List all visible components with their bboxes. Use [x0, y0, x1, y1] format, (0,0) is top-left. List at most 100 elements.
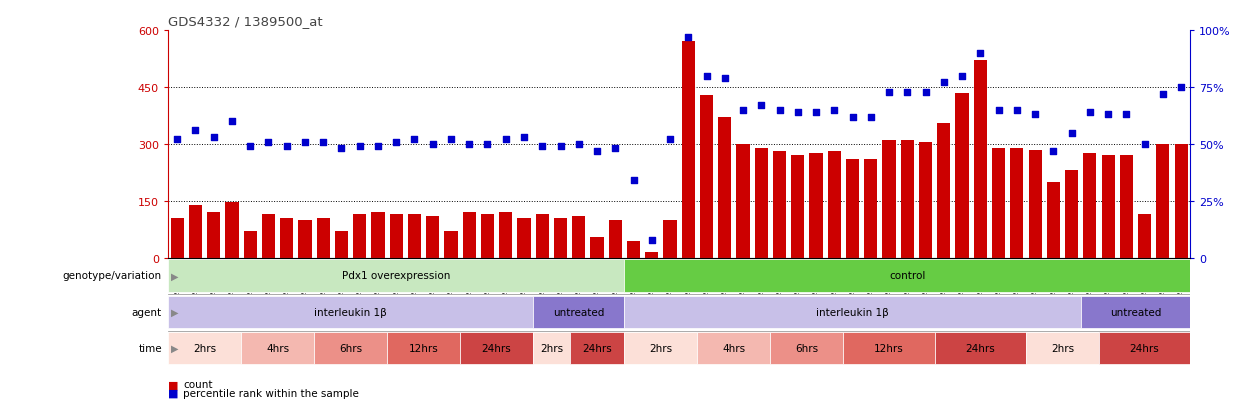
- Bar: [1010, 148, 1023, 258]
- Point: [660, 137, 680, 143]
- Point: [952, 73, 972, 80]
- Bar: [627, 241, 640, 258]
- Bar: [737, 145, 749, 258]
- Text: 4hrs: 4hrs: [722, 343, 746, 354]
- Bar: [354, 215, 366, 258]
- Text: 2hrs: 2hrs: [1051, 343, 1074, 354]
- Text: control: control: [889, 271, 925, 281]
- Text: interleukin 1β: interleukin 1β: [817, 307, 889, 317]
- Text: time: time: [138, 343, 162, 354]
- Point: [806, 109, 825, 116]
- Point: [350, 143, 370, 150]
- Point: [259, 139, 279, 146]
- Bar: [697, 332, 771, 365]
- Text: 6hrs: 6hrs: [796, 343, 818, 354]
- Bar: [499, 213, 513, 258]
- Point: [588, 148, 608, 154]
- Text: percentile rank within the sample: percentile rank within the sample: [183, 388, 359, 398]
- Bar: [463, 213, 476, 258]
- Bar: [168, 259, 625, 292]
- Point: [1153, 91, 1173, 98]
- Point: [1172, 84, 1191, 91]
- Bar: [828, 152, 840, 258]
- Text: 6hrs: 6hrs: [339, 343, 362, 354]
- Point: [204, 134, 224, 141]
- Text: 12hrs: 12hrs: [408, 343, 438, 354]
- Point: [569, 141, 589, 148]
- Bar: [955, 93, 969, 258]
- Text: untreated: untreated: [1109, 307, 1162, 317]
- Bar: [168, 296, 533, 328]
- Bar: [408, 215, 421, 258]
- Point: [1079, 109, 1099, 116]
- Bar: [1102, 156, 1114, 258]
- Bar: [1083, 154, 1097, 258]
- Bar: [1099, 332, 1190, 365]
- Bar: [682, 42, 695, 258]
- Text: count: count: [183, 380, 213, 389]
- Bar: [883, 141, 895, 258]
- Bar: [242, 332, 314, 365]
- Bar: [900, 141, 914, 258]
- Bar: [390, 215, 403, 258]
- Text: ■: ■: [168, 380, 178, 389]
- Point: [423, 141, 443, 148]
- Text: 2hrs: 2hrs: [193, 343, 217, 354]
- Bar: [1047, 183, 1059, 258]
- Bar: [845, 160, 859, 258]
- Point: [386, 139, 406, 146]
- Bar: [792, 156, 804, 258]
- Bar: [1174, 145, 1188, 258]
- Point: [624, 178, 644, 184]
- Point: [696, 73, 716, 80]
- Bar: [664, 220, 676, 258]
- Bar: [573, 216, 585, 258]
- Point: [642, 237, 662, 243]
- Text: agent: agent: [132, 307, 162, 317]
- Point: [915, 89, 935, 95]
- Bar: [299, 220, 311, 258]
- Point: [496, 137, 515, 143]
- Bar: [919, 142, 933, 258]
- Point: [276, 143, 296, 150]
- Text: ▶: ▶: [171, 343, 178, 354]
- Bar: [1138, 215, 1152, 258]
- Point: [679, 34, 698, 41]
- Bar: [937, 124, 950, 258]
- Text: 24hrs: 24hrs: [1129, 343, 1159, 354]
- Bar: [225, 202, 239, 258]
- Text: interleukin 1β: interleukin 1β: [314, 307, 387, 317]
- Text: 12hrs: 12hrs: [874, 343, 904, 354]
- Bar: [444, 232, 458, 258]
- Point: [879, 89, 899, 95]
- Bar: [189, 205, 202, 258]
- Point: [514, 134, 534, 141]
- Bar: [935, 332, 1026, 365]
- Bar: [609, 220, 621, 258]
- Bar: [1119, 156, 1133, 258]
- Text: GDS4332 / 1389500_at: GDS4332 / 1389500_at: [168, 15, 322, 28]
- Point: [1098, 112, 1118, 118]
- Bar: [533, 332, 570, 365]
- Point: [240, 143, 260, 150]
- Text: 2hrs: 2hrs: [540, 343, 563, 354]
- Point: [533, 143, 553, 150]
- Bar: [280, 218, 294, 258]
- Text: ■: ■: [168, 388, 178, 398]
- Bar: [754, 148, 768, 258]
- Point: [1134, 141, 1154, 148]
- Bar: [168, 332, 242, 365]
- Point: [1043, 148, 1063, 154]
- Point: [824, 107, 844, 114]
- Bar: [1026, 332, 1099, 365]
- Point: [934, 80, 954, 87]
- Bar: [387, 332, 461, 365]
- Bar: [864, 160, 878, 258]
- Bar: [554, 218, 566, 258]
- Bar: [773, 152, 786, 258]
- Point: [970, 50, 990, 57]
- Bar: [316, 218, 330, 258]
- Point: [751, 102, 771, 109]
- Bar: [244, 232, 256, 258]
- Bar: [625, 332, 697, 365]
